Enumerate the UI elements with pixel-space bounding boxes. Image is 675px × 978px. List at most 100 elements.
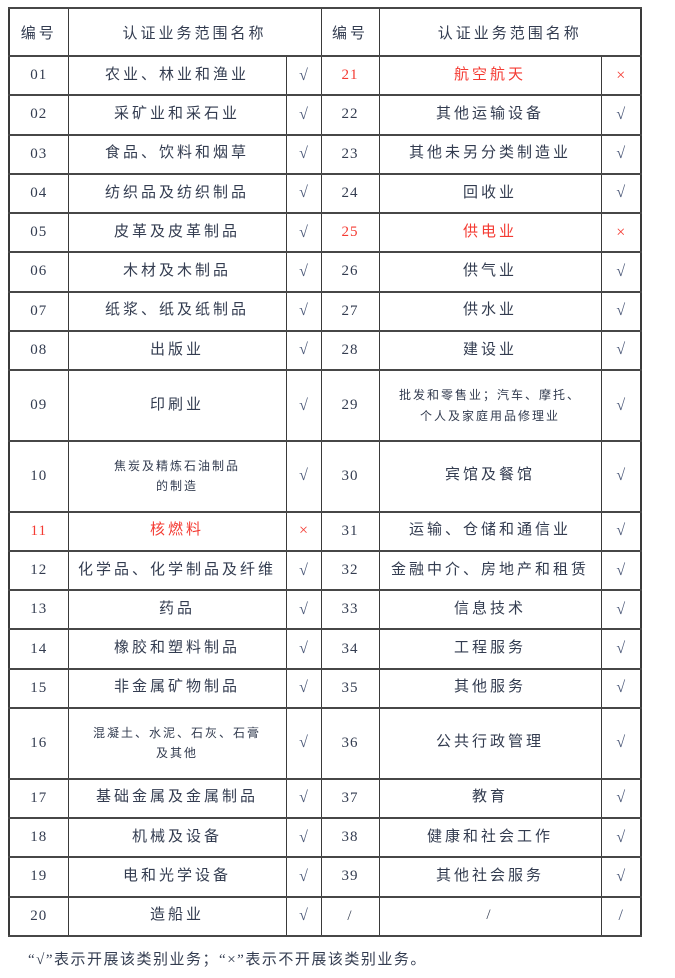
scope-name-cell: / bbox=[378, 895, 602, 937]
table-header-row: 编号 认证业务范围名称 编号 认证业务范围名称 bbox=[8, 7, 642, 57]
row-number-cell: 23 bbox=[320, 133, 380, 175]
table-row: 15 非金属矿物制品 √ 35 其他服务 √ bbox=[8, 667, 642, 709]
scope-name-cell: 木材及木制品 bbox=[67, 251, 287, 293]
mark-cell: √ bbox=[285, 816, 322, 859]
scope-name-cell: 农业、林业和渔业 bbox=[67, 54, 287, 97]
row-number-cell: 38 bbox=[320, 816, 380, 859]
scope-name-cell: 纺织品及纺织制品 bbox=[67, 172, 287, 215]
mark-cell: √ bbox=[600, 369, 642, 442]
header-number-right: 编号 bbox=[320, 7, 380, 57]
scope-name-cell: 采矿业和采石业 bbox=[67, 94, 287, 136]
row-number-cell: 01 bbox=[8, 54, 69, 97]
row-number-cell: 09 bbox=[8, 369, 69, 442]
row-number-cell: 20 bbox=[8, 895, 69, 937]
table-row: 20 造船业 √ / / / bbox=[8, 895, 642, 937]
mark-cell: √ bbox=[285, 251, 322, 293]
scope-name-cell: 其他服务 bbox=[378, 667, 602, 709]
table-row: 17 基础金属及金属制品 √ 37 教育 √ bbox=[8, 777, 642, 819]
row-number-cell: 37 bbox=[320, 777, 380, 819]
table-row: 04 纺织品及纺织制品 √ 24 回收业 √ bbox=[8, 172, 642, 215]
mark-cell: √ bbox=[600, 290, 642, 332]
table-row: 12 化学品、化学制品及纤维 √ 32 金融中介、房地产和租赁 √ bbox=[8, 549, 642, 592]
header-scope-left: 认证业务范围名称 bbox=[67, 7, 322, 57]
row-number-cell: 05 bbox=[8, 212, 69, 254]
scope-name-cell: 基础金属及金属制品 bbox=[67, 777, 287, 819]
row-number-cell: 21 bbox=[320, 54, 380, 97]
mark-cell: √ bbox=[600, 94, 642, 136]
scope-name-cell: 橡胶和塑料制品 bbox=[67, 628, 287, 670]
mark-cell: √ bbox=[600, 706, 642, 780]
mark-cell: √ bbox=[285, 589, 322, 631]
header-number-left: 编号 bbox=[8, 7, 69, 57]
table-row: 19 电和光学设备 √ 39 其他社会服务 √ bbox=[8, 856, 642, 898]
mark-cell: √ bbox=[285, 706, 322, 780]
scope-name-cell: 信息技术 bbox=[378, 589, 602, 631]
row-number-cell: 31 bbox=[320, 510, 380, 552]
mark-cell: √ bbox=[600, 329, 642, 372]
scope-name-cell: 回收业 bbox=[378, 172, 602, 215]
row-number-cell: 24 bbox=[320, 172, 380, 215]
row-number-cell: 11 bbox=[8, 510, 69, 552]
row-number-cell: 32 bbox=[320, 549, 380, 592]
scope-name-cell: 供水业 bbox=[378, 290, 602, 332]
mark-cell: √ bbox=[600, 777, 642, 819]
table-row: 06 木材及木制品 √ 26 供气业 √ bbox=[8, 251, 642, 293]
mark-cell: √ bbox=[285, 172, 322, 215]
mark-cell: √ bbox=[600, 510, 642, 552]
row-number-cell: 29 bbox=[320, 369, 380, 442]
row-number-cell: 16 bbox=[8, 706, 69, 780]
row-number-cell: 27 bbox=[320, 290, 380, 332]
table-row: 02 采矿业和采石业 √ 22 其他运输设备 √ bbox=[8, 94, 642, 136]
mark-cell: √ bbox=[285, 777, 322, 819]
mark-cell: √ bbox=[285, 549, 322, 592]
scope-name-cell: 纸浆、纸及纸制品 bbox=[67, 290, 287, 332]
row-number-cell: 19 bbox=[8, 856, 69, 898]
mark-cell: √ bbox=[285, 54, 322, 97]
scope-name-cell: 宾馆及餐馆 bbox=[378, 439, 602, 513]
row-number-cell: 35 bbox=[320, 667, 380, 709]
footnote: “√”表示开展该类别业务；“×”表示不开展该类别业务。 bbox=[28, 952, 427, 968]
row-number-cell: 14 bbox=[8, 628, 69, 670]
scope-name-cell: 药品 bbox=[67, 589, 287, 631]
scope-name-cell: 非金属矿物制品 bbox=[67, 667, 287, 709]
table-row: 05 皮革及皮革制品 √ 25 供电业 × bbox=[8, 212, 642, 254]
row-number-cell: 25 bbox=[320, 212, 380, 254]
scope-name-cell: 核燃料 bbox=[67, 510, 287, 552]
row-number-cell: 22 bbox=[320, 94, 380, 136]
mark-cell: × bbox=[285, 510, 322, 552]
row-number-cell: 39 bbox=[320, 856, 380, 898]
scope-name-cell: 工程服务 bbox=[378, 628, 602, 670]
scope-name-cell: 健康和社会工作 bbox=[378, 816, 602, 859]
mark-cell: √ bbox=[600, 589, 642, 631]
row-number-cell: 03 bbox=[8, 133, 69, 175]
row-number-cell: 07 bbox=[8, 290, 69, 332]
row-number-cell: 26 bbox=[320, 251, 380, 293]
mark-cell: √ bbox=[285, 329, 322, 372]
mark-cell: √ bbox=[285, 133, 322, 175]
row-number-cell: 04 bbox=[8, 172, 69, 215]
row-number-cell: 12 bbox=[8, 549, 69, 592]
mark-cell: √ bbox=[285, 895, 322, 937]
mark-cell: / bbox=[600, 895, 642, 937]
mark-cell: √ bbox=[600, 667, 642, 709]
row-number-cell: 36 bbox=[320, 706, 380, 780]
table-row: 13 药品 √ 33 信息技术 √ bbox=[8, 589, 642, 631]
scope-name-cell: 批发和零售业；汽车、摩托、 个人及家庭用品修理业 bbox=[378, 369, 602, 442]
scope-name-cell: 其他运输设备 bbox=[378, 94, 602, 136]
scope-name-cell: 供电业 bbox=[378, 212, 602, 254]
row-number-cell: / bbox=[320, 895, 380, 937]
scope-name-cell: 建设业 bbox=[378, 329, 602, 372]
scope-name-cell: 印刷业 bbox=[67, 369, 287, 442]
row-number-cell: 10 bbox=[8, 439, 69, 513]
mark-cell: √ bbox=[285, 439, 322, 513]
scope-name-cell: 焦炭及精炼石油制品 的制造 bbox=[67, 439, 287, 513]
table-row: 11 核燃料 × 31 运输、仓储和通信业 √ bbox=[8, 510, 642, 552]
mark-cell: √ bbox=[285, 290, 322, 332]
mark-cell: √ bbox=[600, 133, 642, 175]
certification-scope-table: 编号 认证业务范围名称 编号 认证业务范围名称 01 农业、林业和渔业 √ 21 航空航… bbox=[8, 7, 643, 937]
mark-cell: √ bbox=[285, 667, 322, 709]
mark-cell: √ bbox=[600, 439, 642, 513]
mark-cell: √ bbox=[600, 251, 642, 293]
scope-name-cell: 机械及设备 bbox=[67, 816, 287, 859]
scope-name-cell: 公共行政管理 bbox=[378, 706, 602, 780]
